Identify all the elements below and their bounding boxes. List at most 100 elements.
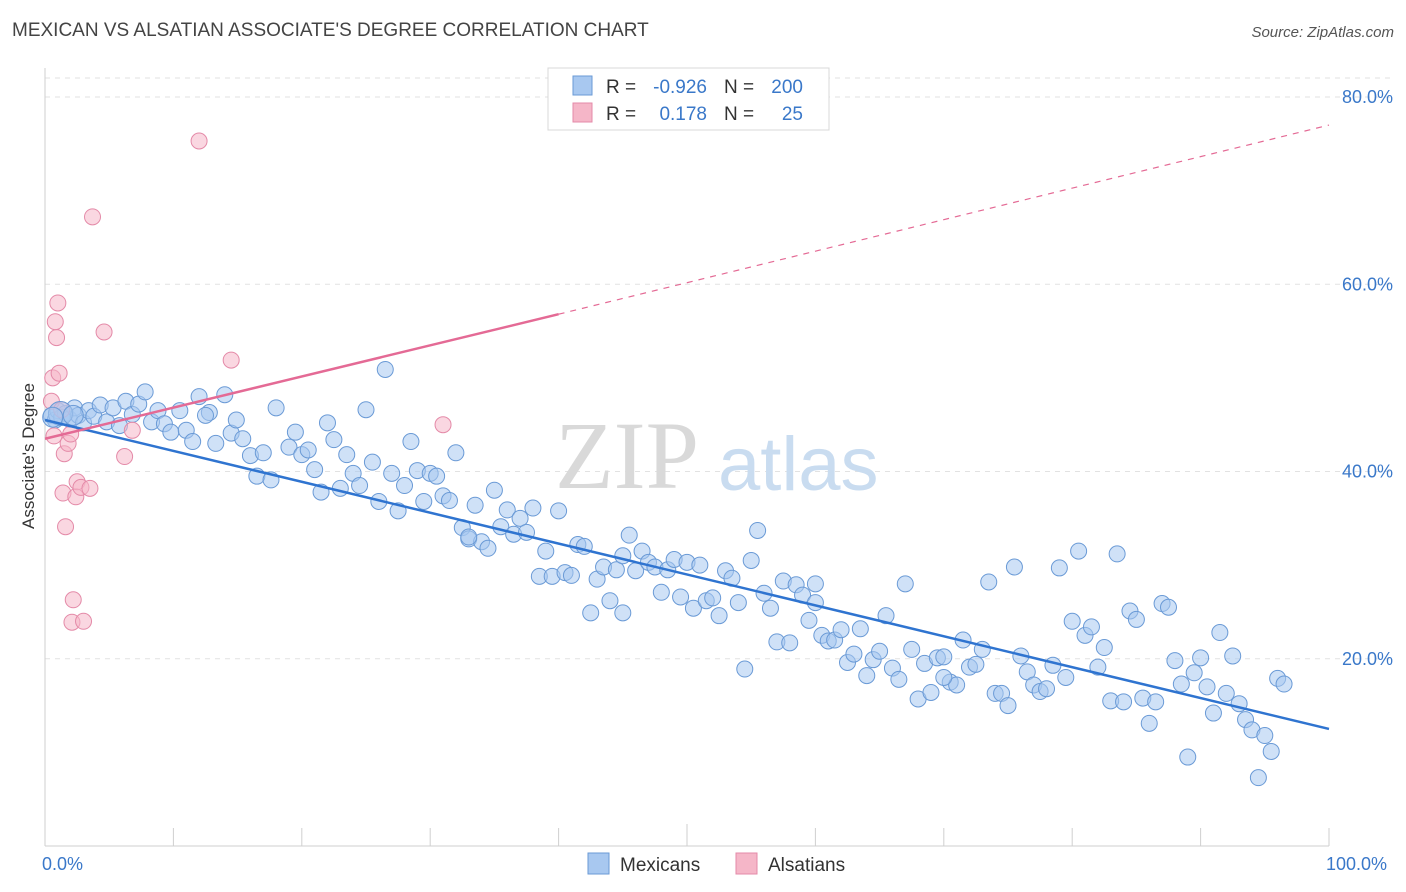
y-tick-label: 60.0%: [1342, 274, 1393, 294]
stats-legend: R = -0.926 N = 200 R = 0.178 N = 25: [547, 67, 830, 131]
alsatians-point: [49, 294, 67, 312]
mexicans-point: [498, 501, 516, 519]
mexicans-point: [306, 461, 324, 479]
mexicans-point: [967, 655, 985, 673]
mexicans-point: [396, 477, 414, 495]
alsatians-trendline: [44, 312, 559, 440]
mexicans-point: [402, 433, 420, 451]
legend-swatch-alsatians: [735, 852, 758, 875]
mexicans-point: [440, 492, 458, 510]
mexicans-point: [601, 592, 619, 610]
alsatians-point: [222, 351, 240, 369]
mexicans-point: [447, 444, 465, 462]
y-tick-label: 40.0%: [1342, 462, 1393, 482]
mexicans-point: [1256, 727, 1274, 745]
mexicans-point: [524, 499, 542, 517]
mexicans-point: [1217, 684, 1235, 702]
mexicans-point: [903, 640, 921, 658]
mexicans-point: [858, 667, 876, 685]
mexicans-point: [1127, 610, 1145, 628]
mexicans-point: [562, 566, 580, 584]
mexicans-point: [383, 464, 401, 482]
x-tick-label-left: 0.0%: [42, 854, 83, 874]
alsatians-point: [190, 132, 208, 150]
mexicans-point: [1172, 675, 1190, 693]
mexicans-point: [286, 423, 304, 441]
stats-r-label-mexicans: R =: [606, 77, 636, 98]
trend-layer: [44, 124, 1330, 731]
legend-label-mexicans: Mexicans: [620, 855, 700, 876]
mexicans-point: [325, 431, 343, 449]
mexicans-point: [357, 401, 375, 419]
y-tick-label: 20.0%: [1342, 649, 1393, 669]
stats-r-label-alsatians: R =: [606, 104, 636, 125]
mexicans-point: [227, 411, 245, 429]
mexicans-point: [415, 492, 433, 510]
mexicans-point: [267, 399, 285, 417]
mexicans-point: [318, 414, 336, 432]
mexicans-point: [1038, 680, 1056, 698]
mexicans-point: [1166, 652, 1184, 670]
mexicans-point: [1179, 748, 1197, 766]
legend-label-alsatians: Alsatians: [768, 855, 845, 876]
stats-n-label-alsatians: N =: [724, 104, 754, 125]
mexicans-point: [1249, 769, 1267, 787]
x-tick-label-right: 100.0%: [1326, 854, 1387, 874]
watermark-atlas: atlas: [718, 422, 879, 507]
mexicans-point: [1185, 664, 1203, 682]
mexicans-point: [338, 446, 356, 464]
mexicans-point: [537, 542, 555, 560]
mexicans-point: [607, 561, 625, 579]
alsatians-point: [434, 416, 452, 434]
mexicans-point: [691, 556, 709, 574]
mexicans-point: [1262, 742, 1280, 760]
mexicans-point: [485, 481, 503, 499]
alsatians-trendline-extension: [558, 124, 1330, 315]
mexicans-point: [1204, 704, 1222, 722]
mexicans-point: [479, 539, 497, 557]
mexicans-point: [62, 404, 84, 426]
mexicans-trendline: [44, 418, 1330, 731]
watermark-zip: ZIP: [555, 402, 699, 509]
mexicans-point: [1050, 559, 1068, 577]
bottom-legend: Mexicans Alsatians: [587, 852, 845, 876]
alsatians-point: [95, 323, 113, 341]
mexicans-point: [1063, 612, 1081, 630]
stats-n-alsatians: 25: [782, 104, 803, 125]
mexicans-point: [749, 521, 767, 539]
mexicans-point: [1192, 649, 1210, 667]
mexicans-point: [1211, 624, 1229, 642]
mexicans-point: [871, 642, 889, 660]
alsatians-point: [48, 329, 66, 347]
mexicans-point: [1057, 668, 1075, 686]
mexicans-point: [806, 594, 824, 612]
stats-legend-box: [547, 67, 830, 131]
mexicans-point: [1115, 693, 1133, 711]
mexicans-point: [511, 509, 529, 527]
mexicans-point: [1082, 618, 1100, 636]
mexicans-point: [1044, 656, 1062, 674]
source-label: Source: ZipAtlas.com: [1251, 24, 1394, 41]
mexicans-point: [234, 430, 252, 448]
mexicans-point: [280, 438, 298, 456]
mexicans-point: [832, 621, 850, 639]
alsatians-point: [57, 518, 75, 536]
mexicans-point: [299, 441, 317, 459]
mexicans-point: [351, 477, 369, 495]
watermark: ZIP atlas: [555, 402, 879, 509]
mexicans-point: [652, 583, 670, 601]
mexicans-point: [890, 670, 908, 688]
mexicans-point: [800, 611, 818, 629]
mexicans-point: [935, 668, 953, 686]
mexicans-point: [896, 575, 914, 593]
mexicans-point: [1160, 598, 1177, 616]
mexicans-point: [1095, 639, 1113, 657]
mexicans-point: [980, 573, 998, 591]
mexicans-point: [710, 607, 728, 625]
stats-r-mexicans: -0.926: [653, 77, 707, 98]
mexicans-point: [460, 528, 478, 546]
alsatians-point: [46, 313, 64, 331]
mexicans-point: [1147, 693, 1165, 711]
mexicans-point: [877, 607, 895, 625]
